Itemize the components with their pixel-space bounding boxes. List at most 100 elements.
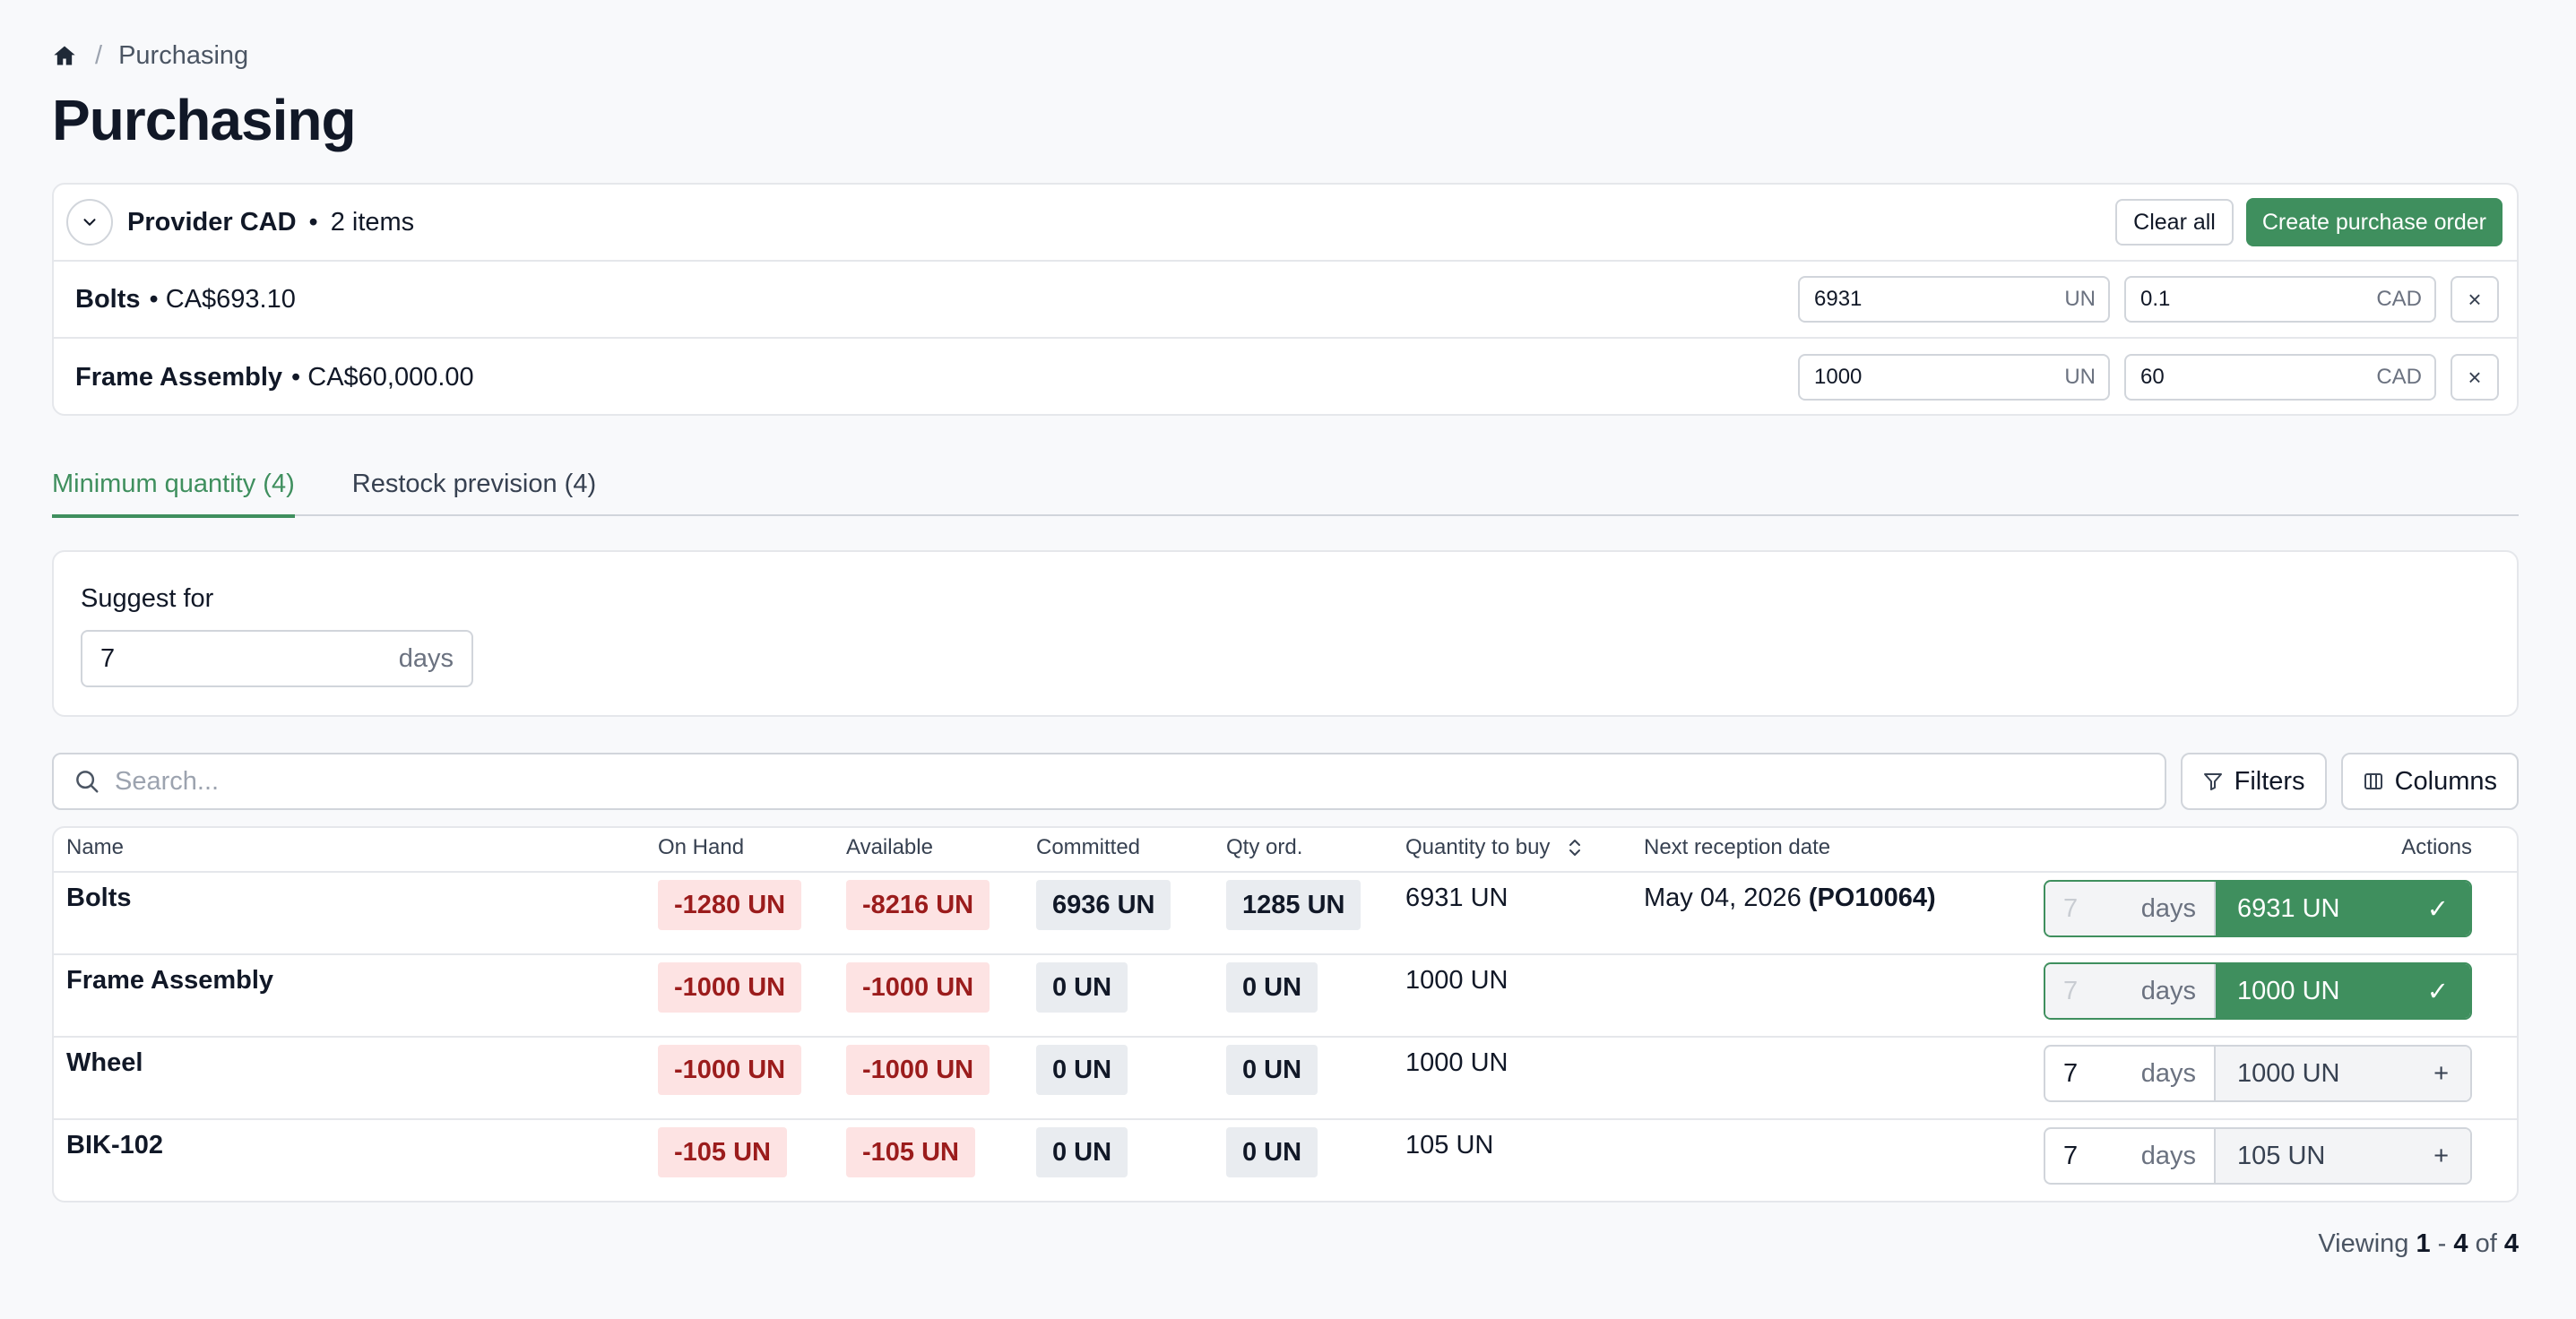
col-header-qty-ord[interactable]: Qty ord. — [1226, 835, 1303, 859]
breadcrumb: / Purchasing — [52, 38, 2519, 73]
qty-to-buy: 6931 UN — [1405, 884, 1508, 912]
row-action: 7 days 6931 UN ✓ — [2044, 880, 2472, 937]
search-icon — [76, 771, 99, 793]
create-purchase-order-button[interactable]: Create purchase order — [2245, 198, 2503, 246]
cart-item-name: Frame Assembly — [75, 362, 283, 392]
purchase-cart: Provider CAD • 2 items Clear all Create … — [52, 183, 2519, 416]
cart-title: Provider CAD • 2 items — [127, 208, 414, 237]
committed-badge: 0 UN — [1036, 962, 1128, 1013]
remove-item-button[interactable]: × — [2451, 354, 2499, 401]
table-toolbar: Search... Filters Columns — [52, 753, 2519, 810]
cart-row: Frame Assembly • CA$60,000.00 1000 UN 60 C… — [54, 339, 2517, 416]
row-action: 7 days 105 UN + — [2044, 1127, 2472, 1185]
qty-to-buy: 1000 UN — [1405, 966, 1508, 995]
col-header-on-hand[interactable]: On Hand — [658, 835, 745, 859]
row-action: 7 days 1000 UN + — [2044, 1045, 2472, 1102]
check-icon: ✓ — [2426, 977, 2449, 1006]
breadcrumb-separator: / — [95, 40, 103, 70]
check-icon: ✓ — [2426, 894, 2449, 924]
table-row: BIK-102 -105 UN -105 UN 0 UN 0 UN 105 UN… — [54, 1120, 2517, 1201]
row-name[interactable]: BIK-102 — [66, 1131, 163, 1160]
available-badge: -8216 UN — [846, 880, 990, 930]
columns-button[interactable]: Columns — [2340, 753, 2519, 810]
action-days-input[interactable]: 7 days — [2045, 882, 2216, 935]
chevron-down-icon — [83, 219, 96, 226]
cart-cost-input[interactable]: 0.1 CAD — [2124, 276, 2436, 323]
page-title: Purchasing — [52, 88, 357, 152]
tab-restock-prevision[interactable]: Restock prevision (4) — [351, 470, 597, 498]
purchasing-table: Name On Hand Available Committed Qty ord… — [52, 826, 2519, 1203]
cart-cost-input[interactable]: 60 CAD — [2124, 354, 2436, 401]
collapse-button[interactable] — [66, 199, 113, 246]
col-header-name[interactable]: Name — [66, 835, 125, 859]
pagination-summary: Viewing 1 - 4 of 4 — [2318, 1229, 2519, 1258]
on-hand-badge: -1000 UN — [658, 1045, 802, 1095]
add-to-order-button[interactable]: 105 UN + — [2216, 1129, 2470, 1183]
provider-name: Provider CAD — [127, 207, 297, 237]
qty-ord-badge: 0 UN — [1226, 962, 1318, 1013]
row-action: 7 days 1000 UN ✓ — [2044, 962, 2472, 1020]
on-hand-badge: -1000 UN — [658, 962, 802, 1013]
cart-dot: • — [308, 207, 318, 237]
added-to-order-button[interactable]: 6931 UN ✓ — [2216, 882, 2470, 935]
add-to-order-button[interactable]: 1000 UN + — [2216, 1047, 2470, 1100]
po-link[interactable]: (PO10064) — [1808, 884, 1936, 912]
plus-icon: + — [2433, 1058, 2449, 1088]
search-placeholder: Search... — [115, 766, 220, 796]
cart-item-price: • CA$693.10 — [149, 284, 296, 314]
table-row: Wheel -1000 UN -1000 UN 0 UN 0 UN 1000 U… — [54, 1038, 2517, 1120]
col-header-committed[interactable]: Committed — [1036, 835, 1141, 859]
qty-ord-badge: 0 UN — [1226, 1045, 1318, 1095]
suggest-label: Suggest for — [81, 584, 214, 613]
filter-icon — [2203, 773, 2222, 790]
cart-qty-input[interactable]: 6931 UN — [1798, 276, 2110, 323]
close-icon: × — [2468, 285, 2482, 313]
action-days-input[interactable]: 7 days — [2045, 1129, 2216, 1183]
breadcrumb-current[interactable]: Purchasing — [118, 40, 249, 70]
remove-item-button[interactable]: × — [2451, 276, 2499, 323]
row-name[interactable]: Frame Assembly — [66, 966, 274, 995]
suggest-days-input[interactable]: 7 days — [81, 630, 473, 687]
col-header-next-reception[interactable]: Next reception date — [1644, 835, 1831, 859]
committed-badge: 0 UN — [1036, 1045, 1128, 1095]
cart-item-price: • CA$60,000.00 — [291, 362, 474, 392]
row-name[interactable]: Wheel — [66, 1048, 143, 1077]
committed-badge: 6936 UN — [1036, 880, 1171, 930]
qty-ord-badge: 0 UN — [1226, 1127, 1318, 1177]
home-icon[interactable] — [52, 42, 79, 69]
table-header: Name On Hand Available Committed Qty ord… — [54, 828, 2517, 873]
cart-items-count: 2 items — [330, 207, 415, 237]
cart-row: Bolts • CA$693.10 6931 UN 0.1 CAD × — [54, 262, 2517, 339]
available-badge: -1000 UN — [846, 962, 990, 1013]
cart-qty-input[interactable]: 1000 UN — [1798, 354, 2110, 401]
qty-to-buy: 1000 UN — [1405, 1048, 1508, 1077]
suggest-panel: Suggest for 7 days — [52, 550, 2519, 717]
col-header-actions: Actions — [2401, 835, 2472, 859]
search-input[interactable]: Search... — [52, 753, 2166, 810]
tab-minimum-quantity[interactable]: Minimum quantity (4) — [52, 464, 295, 518]
cart-item-name: Bolts — [75, 284, 141, 314]
qty-ord-badge: 1285 UN — [1226, 880, 1361, 930]
next-reception-date: May 04, 2026 (PO10064) — [1644, 884, 1936, 912]
cart-header: Provider CAD • 2 items Clear all Create … — [54, 185, 2517, 262]
action-days-input[interactable]: 7 days — [2045, 964, 2216, 1018]
qty-to-buy: 105 UN — [1405, 1131, 1494, 1160]
plus-icon: + — [2433, 1141, 2449, 1170]
on-hand-badge: -1280 UN — [658, 880, 802, 930]
added-to-order-button[interactable]: 1000 UN ✓ — [2216, 964, 2470, 1018]
available-badge: -105 UN — [846, 1127, 975, 1177]
col-header-available[interactable]: Available — [846, 835, 933, 859]
action-days-input[interactable]: 7 days — [2045, 1047, 2216, 1100]
filters-button[interactable]: Filters — [2180, 753, 2327, 810]
sort-icon[interactable] — [1566, 837, 1584, 858]
row-name[interactable]: Bolts — [66, 884, 132, 912]
tab-bar: Minimum quantity (4) Restock prevision (… — [52, 464, 2519, 518]
on-hand-badge: -105 UN — [658, 1127, 787, 1177]
columns-icon — [2364, 773, 2382, 789]
table-row: Frame Assembly -1000 UN -1000 UN 0 UN 0 … — [54, 955, 2517, 1038]
purchasing-page: / Purchasing Purchasing Provider CAD • 2… — [52, 38, 2519, 1259]
clear-all-button[interactable]: Clear all — [2115, 199, 2234, 246]
committed-badge: 0 UN — [1036, 1127, 1128, 1177]
col-header-qty-to-buy[interactable]: Quantity to buy — [1405, 835, 1584, 860]
available-badge: -1000 UN — [846, 1045, 990, 1095]
